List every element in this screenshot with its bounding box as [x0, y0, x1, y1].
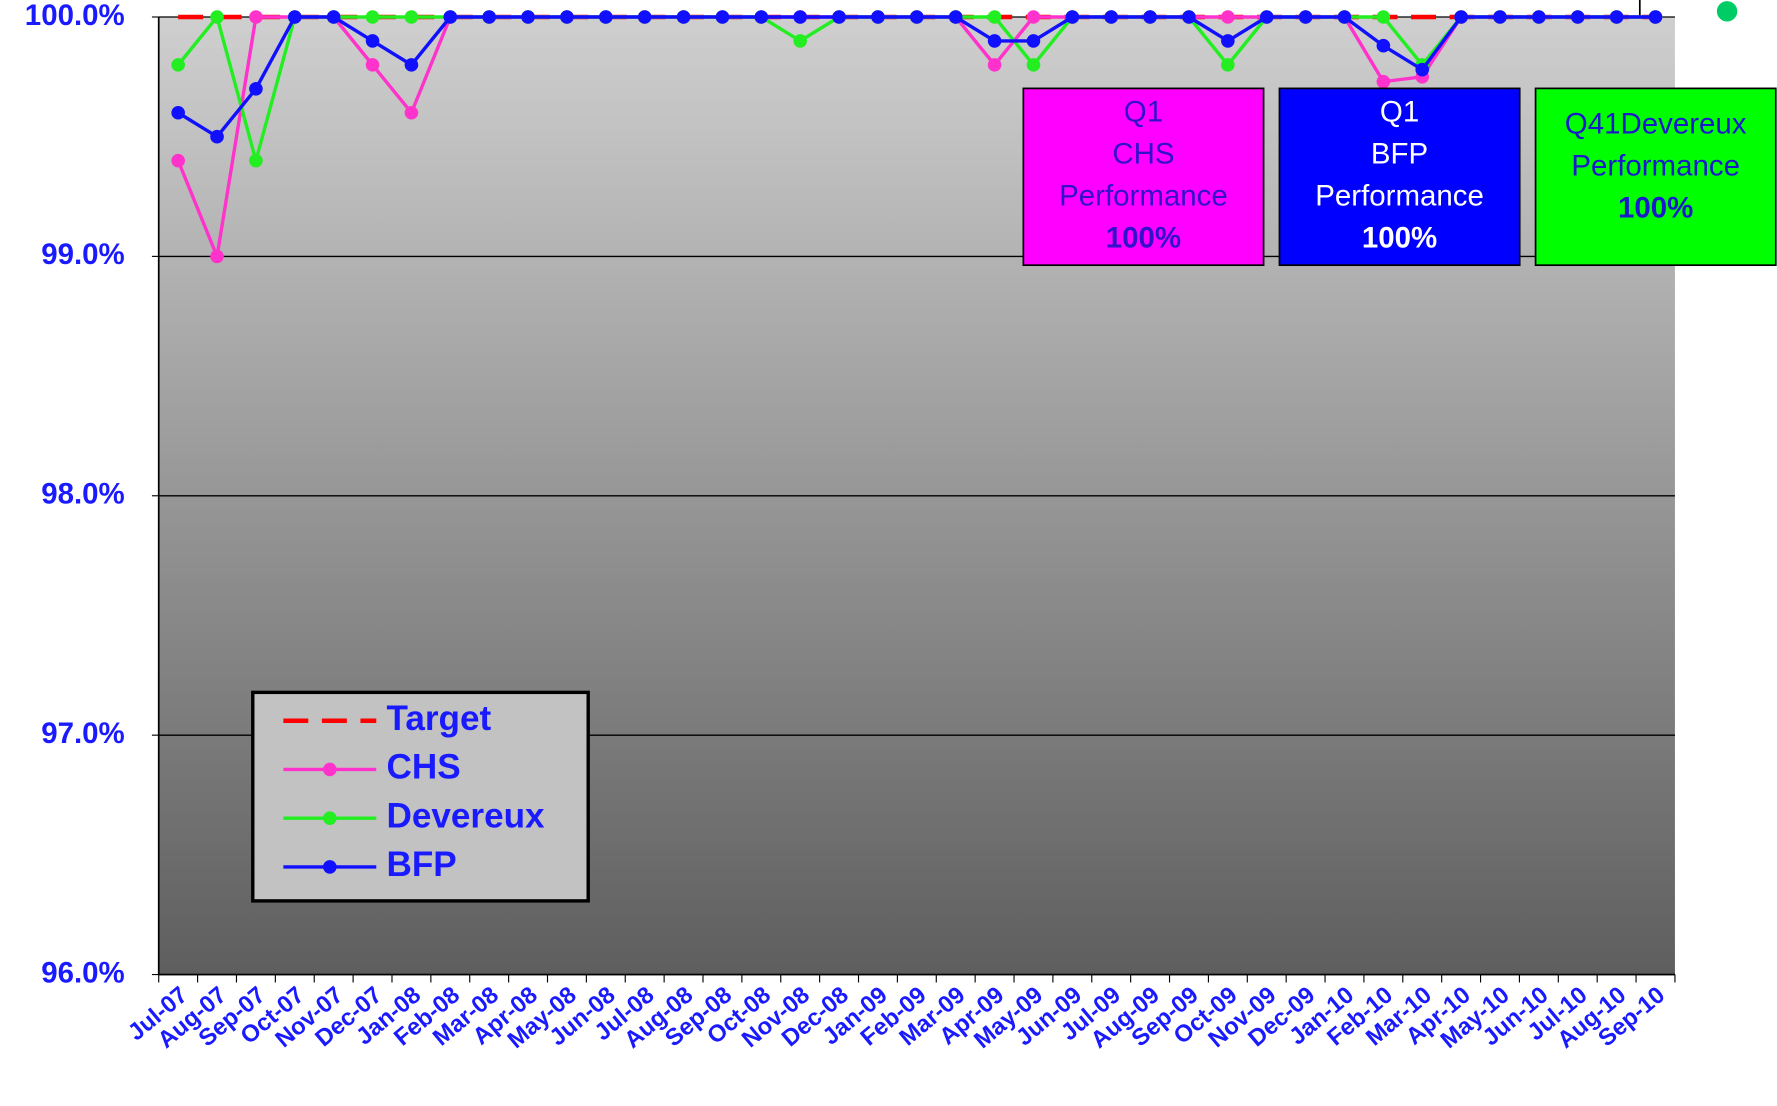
- data-point: [560, 10, 574, 24]
- legend-marker: [323, 762, 337, 777]
- data-point: [1026, 58, 1041, 72]
- data-point: [910, 10, 924, 24]
- data-point: [1337, 10, 1352, 24]
- y-tick-label: 100.0%: [25, 0, 125, 32]
- data-point: [1415, 62, 1430, 77]
- data-point: [754, 10, 769, 24]
- annotation-text: Performance: [1315, 180, 1484, 213]
- data-point: [171, 105, 185, 120]
- data-point: [948, 10, 963, 24]
- data-point: [1532, 10, 1546, 24]
- legend-label: Devereux: [386, 796, 545, 835]
- data-point: [871, 10, 885, 24]
- data-point: [365, 58, 380, 72]
- annotation-text: Q41Devereux: [1565, 108, 1747, 141]
- data-point: [987, 10, 1002, 24]
- data-point: [1065, 10, 1080, 24]
- legend-marker: [323, 811, 337, 825]
- data-point: [171, 153, 185, 168]
- data-point: [1221, 10, 1235, 24]
- data-point: [793, 34, 807, 48]
- annotation-text: Q1: [1380, 96, 1419, 129]
- data-point: [210, 249, 224, 264]
- legend: Target CHS Devereux BFP: [251, 690, 590, 903]
- annotation-text: CHS: [1112, 138, 1174, 171]
- y-tick-label: 98.0%: [41, 478, 125, 511]
- data-point: [1376, 10, 1391, 24]
- annotation-text: 100%: [1362, 221, 1437, 254]
- data-point: [404, 105, 419, 120]
- data-point: [715, 10, 730, 24]
- annotation-text: 100%: [1106, 221, 1181, 254]
- data-point: [171, 58, 185, 72]
- data-point: [326, 10, 341, 24]
- data-point: [1221, 34, 1235, 48]
- legend-marker: [323, 860, 337, 874]
- data-point: [1221, 58, 1235, 72]
- data-point: [1143, 10, 1157, 24]
- data-point: [793, 10, 807, 24]
- data-point: [365, 10, 380, 24]
- annotation: Q1 BFP Performance 100%: [1278, 87, 1521, 267]
- data-point: [365, 34, 380, 48]
- legend-label: CHS: [386, 748, 460, 787]
- data-point: [1026, 34, 1041, 48]
- data-point: [287, 10, 302, 24]
- data-point: [404, 10, 419, 24]
- annotation: Q1 CHS Performance 100%: [1022, 87, 1265, 267]
- data-point: [1026, 10, 1041, 24]
- data-point: [1182, 10, 1196, 24]
- data-point: [1454, 10, 1468, 24]
- data-point: [443, 10, 458, 24]
- data-point: [1570, 10, 1585, 24]
- annotation-text: Performance: [1571, 149, 1740, 182]
- annotation-text: 100%: [1618, 191, 1693, 224]
- y-tick-label: 99.0%: [41, 238, 125, 271]
- data-point: [482, 10, 496, 24]
- legend-label: BFP: [386, 845, 456, 884]
- data-point: [1376, 74, 1391, 89]
- data-point: [1648, 10, 1663, 24]
- data-point: [1609, 10, 1624, 24]
- annotation: Q41Devereux Performance 100%: [1534, 87, 1777, 267]
- annotation-text: Q1: [1124, 96, 1163, 129]
- y-tick-label: 97.0%: [41, 717, 125, 750]
- annotation-text: BFP: [1371, 138, 1428, 171]
- data-point: [210, 10, 224, 24]
- data-point: [987, 58, 1002, 72]
- legend-label: Target: [386, 699, 491, 738]
- data-point: [249, 10, 263, 24]
- annotation-box: [1022, 87, 1265, 267]
- data-point: [210, 129, 224, 144]
- data-point: [637, 10, 652, 24]
- data-point: [1104, 10, 1119, 24]
- annotation-box: [1278, 87, 1521, 267]
- data-point: [676, 10, 691, 24]
- decoration-dot: [1716, 1, 1738, 22]
- data-point: [249, 153, 263, 168]
- data-point: [832, 10, 846, 24]
- y-tick-label: 96.0%: [41, 956, 125, 989]
- annotation-box: [1534, 87, 1777, 267]
- data-point: [599, 10, 613, 24]
- data-point: [1376, 38, 1391, 53]
- data-point: [521, 10, 535, 24]
- data-point: [1298, 10, 1313, 24]
- data-point: [1259, 10, 1274, 24]
- data-point: [1493, 10, 1507, 24]
- data-point: [249, 82, 263, 96]
- annotation-text: Performance: [1059, 180, 1228, 213]
- data-point: [404, 58, 419, 72]
- data-point: [987, 34, 1002, 48]
